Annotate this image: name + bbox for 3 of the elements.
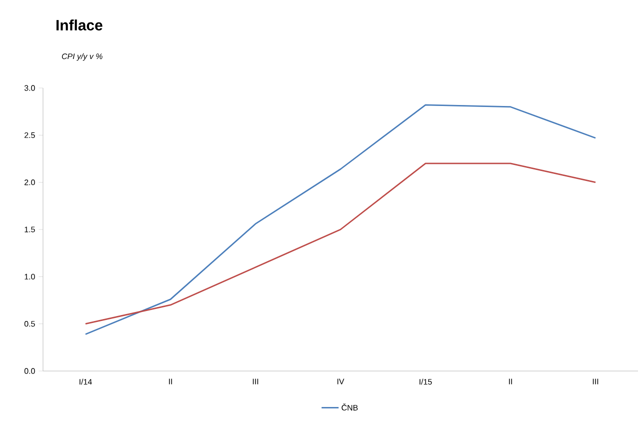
chart-title: Inflace bbox=[56, 20, 102, 30]
line-series bbox=[84, 104, 596, 335]
line-series bbox=[84, 162, 596, 325]
